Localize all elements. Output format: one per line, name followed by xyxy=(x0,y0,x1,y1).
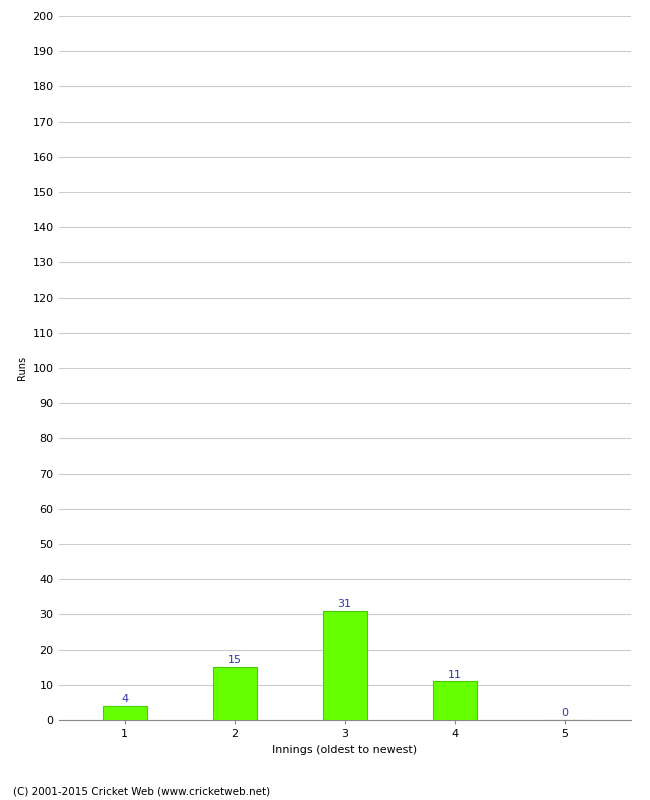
Text: 15: 15 xyxy=(227,655,242,666)
Y-axis label: Runs: Runs xyxy=(17,356,27,380)
Bar xyxy=(432,682,476,720)
Text: 0: 0 xyxy=(561,708,568,718)
Bar xyxy=(103,706,146,720)
Text: 4: 4 xyxy=(121,694,128,704)
Text: 31: 31 xyxy=(337,599,352,609)
X-axis label: Innings (oldest to newest): Innings (oldest to newest) xyxy=(272,745,417,754)
Text: 11: 11 xyxy=(447,670,462,679)
Bar xyxy=(322,611,367,720)
Text: (C) 2001-2015 Cricket Web (www.cricketweb.net): (C) 2001-2015 Cricket Web (www.cricketwe… xyxy=(13,786,270,796)
Bar xyxy=(213,667,257,720)
